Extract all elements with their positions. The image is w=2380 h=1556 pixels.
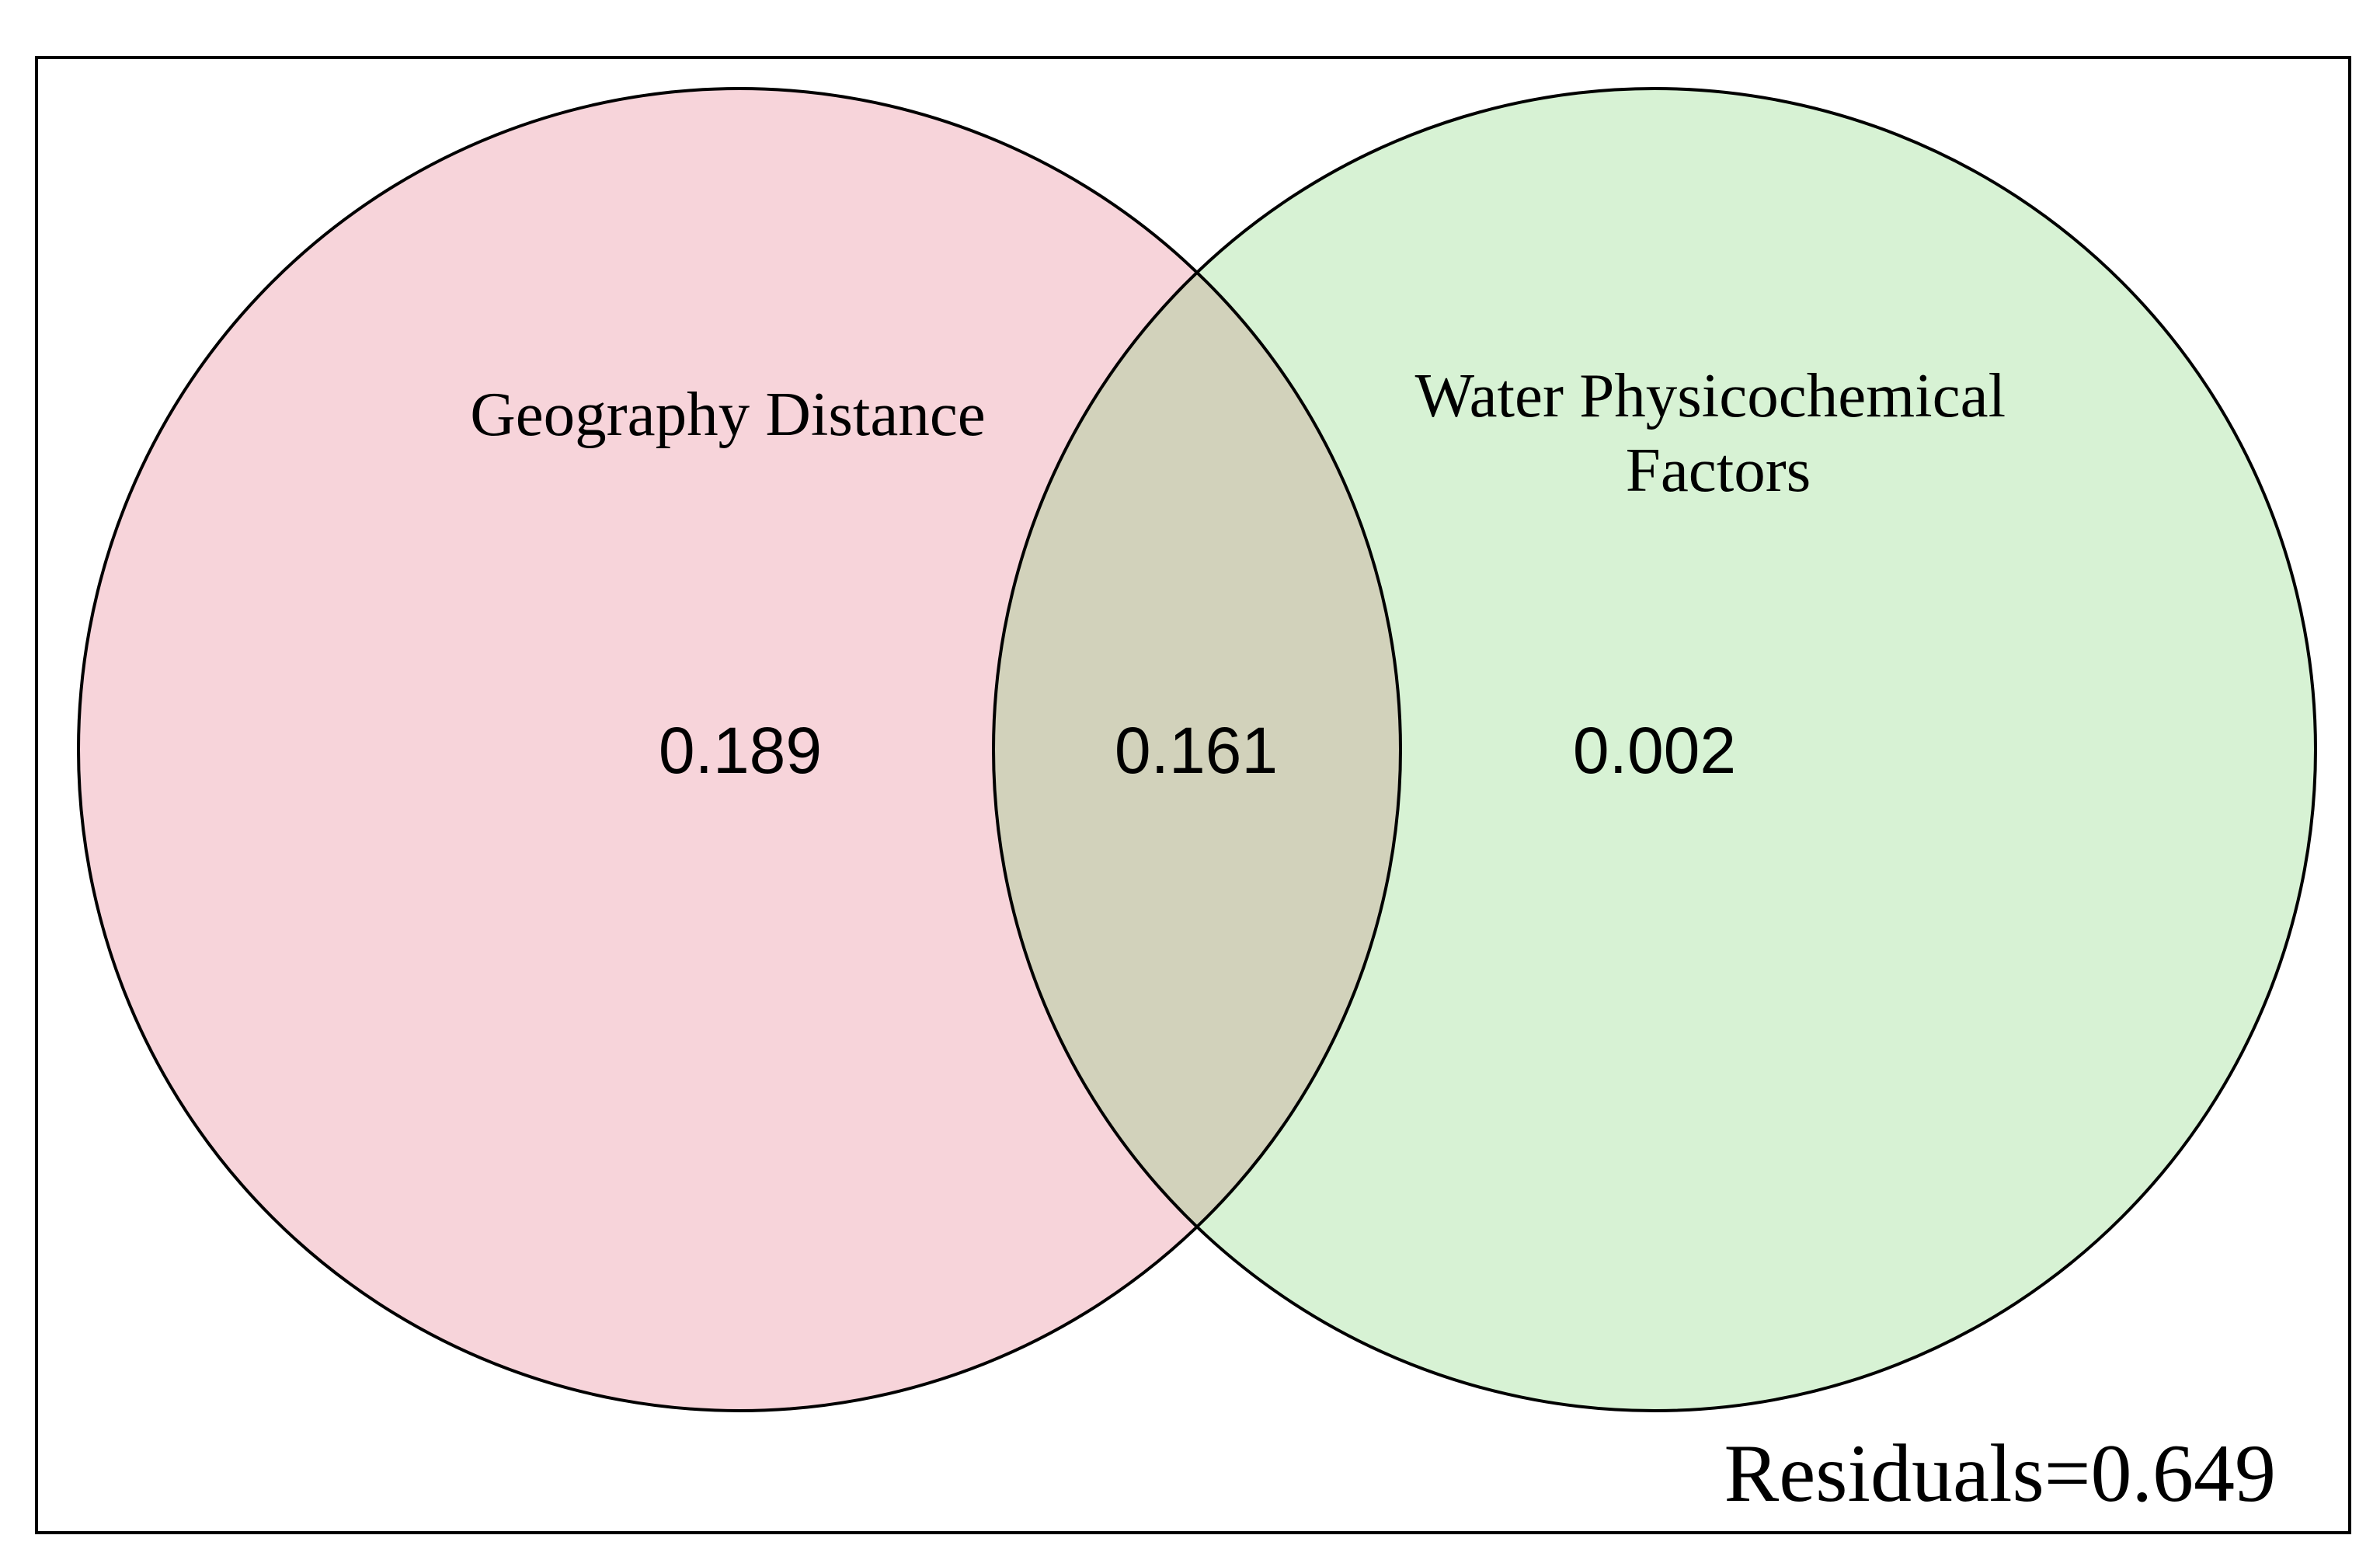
- water-label-line-2: Factors: [1626, 435, 1811, 505]
- water-physicochemical-label: Water Physicochemical Factors: [1415, 360, 2022, 505]
- water-physicochemical-circle: [993, 89, 2316, 1411]
- geography-distance-label: Geography Distance: [470, 379, 986, 449]
- geography-only-value: 0.189: [659, 714, 822, 787]
- water-only-value: 0.002: [1573, 714, 1736, 787]
- geography-distance-circle: [78, 89, 1401, 1411]
- water-physicochemical-outline: [992, 87, 2317, 1412]
- geography-distance-outline: [77, 87, 1402, 1412]
- residuals-label: Residuals=0.649: [1724, 1428, 2276, 1519]
- shared-value: 0.161: [1115, 714, 1278, 787]
- water-label-line-1: Water Physicochemical: [1415, 360, 2006, 430]
